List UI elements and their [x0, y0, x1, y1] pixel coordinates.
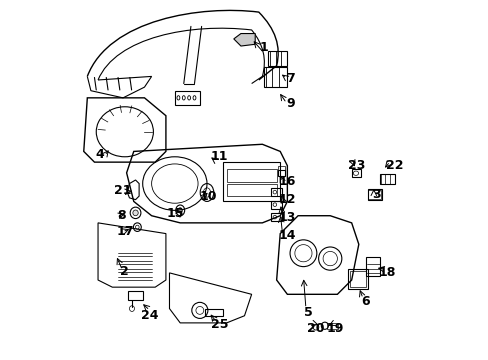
- Bar: [365, 257, 380, 276]
- Text: 4: 4: [95, 148, 104, 162]
- Bar: [271, 201, 282, 208]
- Bar: [128, 291, 142, 300]
- Bar: [349, 271, 365, 287]
- PathPatch shape: [233, 33, 255, 46]
- Text: 6: 6: [361, 295, 369, 308]
- Bar: [271, 213, 282, 221]
- Text: 20: 20: [306, 322, 324, 335]
- Bar: [367, 190, 380, 199]
- Text: 3: 3: [371, 188, 380, 201]
- Text: 5: 5: [304, 306, 312, 319]
- Bar: [278, 166, 285, 170]
- Text: 18: 18: [378, 266, 395, 279]
- Text: 21: 21: [114, 184, 132, 197]
- Bar: [264, 67, 287, 87]
- Text: 16: 16: [278, 175, 295, 188]
- Bar: [271, 188, 282, 196]
- Bar: [326, 323, 337, 329]
- Bar: [175, 91, 200, 105]
- Text: 9: 9: [286, 97, 295, 110]
- Bar: [226, 184, 276, 196]
- Text: 7: 7: [286, 72, 295, 85]
- Bar: [347, 269, 367, 289]
- Text: 1: 1: [259, 41, 268, 54]
- Bar: [205, 309, 223, 316]
- Text: 10: 10: [200, 190, 217, 203]
- Ellipse shape: [133, 210, 138, 216]
- Text: 22: 22: [385, 159, 403, 172]
- Text: 13: 13: [278, 211, 295, 224]
- Bar: [223, 162, 280, 202]
- Bar: [226, 169, 276, 182]
- Text: 25: 25: [210, 318, 228, 331]
- Text: 2: 2: [120, 265, 129, 278]
- Bar: [267, 51, 287, 66]
- Text: 15: 15: [166, 207, 183, 220]
- Bar: [367, 189, 381, 200]
- Bar: [351, 169, 360, 177]
- Bar: [380, 174, 394, 184]
- Text: 14: 14: [278, 229, 296, 242]
- Text: 24: 24: [141, 309, 158, 322]
- Text: 11: 11: [210, 150, 228, 163]
- Text: 23: 23: [347, 159, 365, 172]
- Text: 19: 19: [326, 322, 344, 335]
- Bar: [278, 170, 285, 176]
- Text: 17: 17: [116, 225, 133, 238]
- Text: 8: 8: [117, 209, 125, 222]
- Text: 12: 12: [278, 193, 296, 206]
